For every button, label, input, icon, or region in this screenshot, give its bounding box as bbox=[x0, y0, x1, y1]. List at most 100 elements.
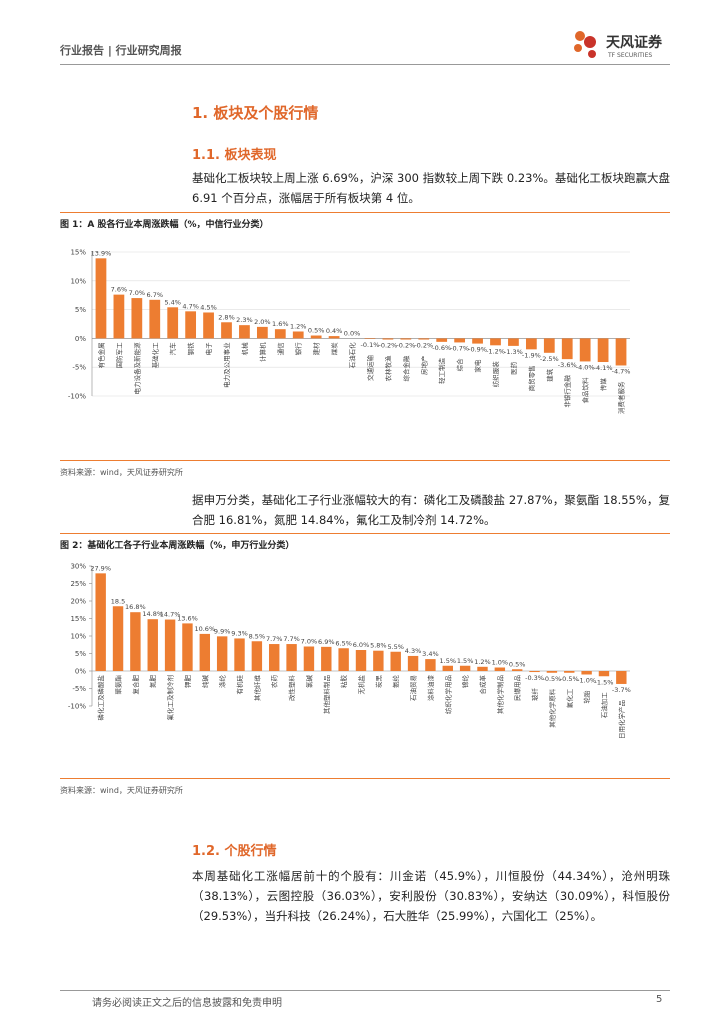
bar bbox=[546, 671, 558, 673]
bar bbox=[95, 573, 106, 671]
data-label: 0.5% bbox=[509, 660, 526, 668]
bar bbox=[364, 338, 376, 339]
x-tick-label: 锦纶 bbox=[461, 675, 470, 689]
data-label: 2.3% bbox=[236, 316, 253, 324]
x-tick-label: 建材 bbox=[312, 342, 321, 356]
x-tick-label: 有机硅 bbox=[235, 675, 244, 695]
x-tick-label: 商贸零售 bbox=[527, 365, 536, 391]
x-tick-label: 其他化学原料 bbox=[547, 688, 556, 728]
bar bbox=[256, 326, 268, 339]
bar bbox=[239, 325, 250, 339]
data-label: -1.0% bbox=[577, 677, 596, 685]
x-tick-label: 石油加工 bbox=[599, 692, 608, 719]
bar bbox=[286, 644, 297, 671]
paragraph: 基础化工板块较上周上涨 6.69%，沪深 300 指数较上周下跌 0.23%。基… bbox=[192, 171, 670, 205]
bar bbox=[616, 671, 627, 684]
data-label: 10.6% bbox=[194, 625, 215, 633]
x-tick-label: 机械 bbox=[240, 342, 249, 356]
data-label: -0.5% bbox=[560, 675, 579, 683]
x-tick-label: 食品饮料 bbox=[581, 377, 590, 404]
data-label: 6.7% bbox=[147, 291, 164, 299]
data-label: -0.7% bbox=[450, 344, 469, 352]
bar bbox=[251, 641, 263, 671]
data-label: 14.7% bbox=[160, 611, 181, 619]
x-tick-label: 氯碱 bbox=[304, 675, 313, 689]
data-label: -0.5% bbox=[542, 675, 561, 683]
data-label: -0.2% bbox=[396, 342, 415, 350]
bar bbox=[328, 336, 340, 339]
x-tick-label: 其他化学制品 bbox=[495, 675, 504, 714]
y-tick-label: 30% bbox=[70, 563, 86, 571]
bar bbox=[355, 650, 367, 671]
y-tick-label: 10% bbox=[70, 633, 86, 641]
data-label: -0.2% bbox=[378, 342, 397, 350]
data-label: 1.2% bbox=[290, 322, 307, 330]
data-label: 0.5% bbox=[308, 327, 325, 335]
x-tick-label: 通信 bbox=[276, 342, 285, 356]
data-label: 27.9% bbox=[90, 564, 111, 572]
data-label: 18.5 bbox=[111, 597, 125, 605]
subsection-title: 1.2. 个股行情 bbox=[192, 844, 277, 859]
bar bbox=[508, 338, 519, 346]
bar bbox=[400, 338, 412, 340]
x-tick-label: 涤纶 bbox=[218, 675, 227, 689]
bar bbox=[221, 322, 232, 339]
x-tick-label: 纺织服装 bbox=[491, 361, 500, 388]
data-label: -4.0% bbox=[576, 363, 595, 371]
y-tick-label: -10% bbox=[68, 703, 86, 711]
x-tick-label: 玻纤 bbox=[530, 688, 539, 702]
logo-sub: TF SECURITIES bbox=[608, 52, 653, 59]
data-label: 4.3% bbox=[405, 647, 422, 655]
bar bbox=[269, 644, 280, 671]
bar bbox=[303, 646, 315, 671]
paragraph: 据申万分类，基础化工子行业涨幅较大的有：磷化工及磷酸盐 27.87%，聚氨酯 1… bbox=[192, 493, 670, 527]
bar bbox=[95, 258, 107, 339]
x-tick-label: 电力及公用事业 bbox=[222, 342, 231, 388]
chart: -10% -5% 0% 5% 10% 15% 13.9% 有色金属 7.6% 国防军工 7.0% 电力… bbox=[68, 249, 631, 414]
data-label: -0.3% bbox=[525, 674, 544, 682]
data-label: 3.4% bbox=[422, 650, 439, 658]
data-label: -2.5% bbox=[540, 355, 559, 363]
x-tick-label: 电力设备及新能源 bbox=[132, 342, 141, 395]
y-tick-label: -5% bbox=[72, 364, 86, 372]
y-tick-label: 5% bbox=[75, 306, 86, 314]
bar bbox=[216, 636, 228, 671]
data-label: 5.4% bbox=[164, 298, 181, 306]
data-label: -0.6% bbox=[432, 344, 451, 352]
x-tick-label: 传媒 bbox=[599, 378, 608, 392]
bar bbox=[598, 671, 610, 677]
data-label: -1.2% bbox=[486, 347, 505, 355]
bar bbox=[321, 646, 332, 671]
bar bbox=[436, 338, 448, 342]
x-tick-label: 其他塑料制品 bbox=[322, 675, 331, 714]
bar bbox=[597, 338, 609, 363]
data-label: 7.7% bbox=[266, 635, 283, 643]
x-tick-label: 日用化学产品 bbox=[617, 700, 626, 739]
bar bbox=[442, 665, 453, 671]
data-label: 16.8% bbox=[125, 603, 146, 611]
bar bbox=[494, 667, 506, 671]
bar bbox=[529, 671, 540, 673]
data-label: 2.0% bbox=[254, 318, 271, 326]
x-tick-label: 银行 bbox=[294, 342, 303, 356]
subsection-title: 1.1. 板块表现 bbox=[192, 148, 277, 163]
data-label: 6.9% bbox=[318, 638, 335, 646]
data-label: -4.1% bbox=[594, 364, 613, 372]
data-label: 1.5% bbox=[457, 657, 474, 665]
x-tick-label: 氮肥 bbox=[148, 675, 157, 689]
bar bbox=[561, 338, 573, 360]
data-label: 1.2% bbox=[474, 658, 491, 666]
y-tick-label: 20% bbox=[70, 598, 86, 606]
x-tick-label: 改性塑料 bbox=[287, 675, 296, 702]
data-label: -1.3% bbox=[504, 348, 523, 356]
bar bbox=[477, 666, 488, 671]
data-label: -0.2% bbox=[414, 342, 433, 350]
y-tick-label: 15% bbox=[70, 249, 86, 257]
data-label: 8.5% bbox=[249, 632, 266, 640]
bar bbox=[615, 338, 627, 366]
x-tick-label: 石油石化 bbox=[348, 342, 357, 369]
bar bbox=[525, 338, 537, 350]
chart: -10% -5% 0% 5% 10% 15% 20% 25% 30% 27.9% 磷化工及磷酸盐 18… bbox=[68, 563, 631, 739]
page-number: 5 bbox=[656, 994, 663, 1005]
bar bbox=[199, 633, 211, 671]
